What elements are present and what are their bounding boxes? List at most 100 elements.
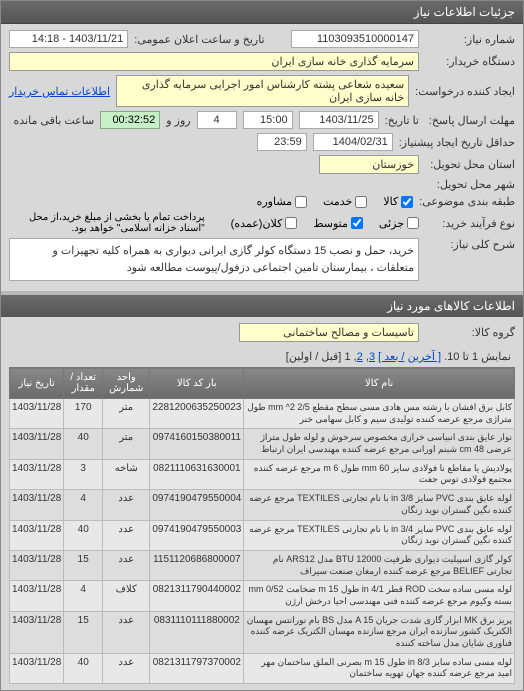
- lbl-remaining: ساعت باقی مانده: [14, 114, 95, 127]
- lbl-situation: طبقه بندی موضوعی:: [419, 195, 515, 208]
- cell-date: 1403/11/28: [10, 429, 64, 459]
- chk-medium[interactable]: متوسط: [313, 217, 363, 230]
- cell-unit: عدد: [103, 520, 150, 550]
- cell-qty: 15: [64, 611, 103, 653]
- cell-unit: شاخه: [103, 459, 150, 489]
- pagination-display: نمایش 1 تا 10.: [444, 351, 511, 363]
- cell-qty: 3: [64, 459, 103, 489]
- cell-qty: 40: [64, 520, 103, 550]
- th-barcode: بار کد کالا: [150, 368, 244, 399]
- cell-date: 1403/11/28: [10, 490, 64, 520]
- cell-qty: 15: [64, 550, 103, 580]
- field-creator: سعیده شعاعی پشته کارشناس امور اجرایی سرم…: [116, 75, 409, 107]
- cell-qty: 40: [64, 653, 103, 683]
- cell-unit: عدد: [103, 653, 150, 683]
- chk-consult-label: مشاوره: [257, 195, 292, 208]
- lbl-request-no: شماره نیاز:: [425, 33, 515, 46]
- field-days: 4: [197, 111, 237, 129]
- field-buyer-org: سرمایه گذاری خانه سازی ایران: [9, 52, 419, 71]
- th-date: تاریخ نیاز: [10, 368, 64, 399]
- cell-code: 0821311790440002: [150, 581, 244, 611]
- field-deadline-date: 1403/11/25: [299, 111, 379, 129]
- lbl-buyer-org: دستگاه خریدار:: [425, 55, 515, 68]
- table-row: لوله مسی ساده سخت ROD قطر in 4/1 طول m 1…: [10, 581, 515, 611]
- chk-consult[interactable]: مشاوره: [257, 195, 307, 208]
- page-3[interactable]: 3: [369, 351, 375, 363]
- cell-date: 1403/11/28: [10, 581, 64, 611]
- chk-goods[interactable]: کالا: [383, 195, 413, 208]
- cell-unit: کلاف: [103, 581, 150, 611]
- section-goods-header: اطلاعات کالاهای مورد نیاز: [1, 295, 523, 317]
- lbl-need-desc: شرح کلی نیاز:: [425, 238, 515, 251]
- cell-date: 1403/11/28: [10, 459, 64, 489]
- cell-date: 1403/11/28: [10, 520, 64, 550]
- cell-unit: عدد: [103, 550, 150, 580]
- page-prev-first: [قبل / اولین]: [286, 351, 342, 363]
- table-row: پریز برق MK ابزار گازی شدت جریان A 15 مد…: [10, 611, 515, 653]
- field-announce: 1403/11/21 - 14:18: [9, 30, 128, 48]
- cell-desc: لوله عایق بندی PVC سایز in 3/4 با نام تج…: [244, 520, 515, 550]
- cell-unit: عدد: [103, 490, 150, 520]
- pagination: نمایش 1 تا 10. [ آخرین / بعد ] 3, 2, 1 […: [9, 346, 515, 367]
- chk-detail[interactable]: جزئی: [379, 217, 419, 230]
- cell-qty: 40: [64, 429, 103, 459]
- cell-qty: 170: [64, 399, 103, 429]
- cell-desc: پریز برق MK ابزار گازی شدت جریان A 15 مد…: [244, 611, 515, 653]
- cell-code: 1151120686800007: [150, 550, 244, 580]
- cell-date: 1403/11/28: [10, 653, 64, 683]
- cell-code: 2281200635250023: [150, 399, 244, 429]
- cell-desc: لوله مسی ساده سخت ROD قطر in 4/1 طول m 1…: [244, 581, 515, 611]
- table-row: لوله عایق بندی PVC سایز in 3/8 با نام تج…: [10, 490, 515, 520]
- field-province: خوزستان: [319, 155, 419, 174]
- table-row: لوله مسی ساده سایز in 8/3 طول m 15 بصرنی…: [10, 653, 515, 683]
- page-next[interactable]: / بعد ]: [378, 351, 404, 363]
- cell-unit: متر: [103, 399, 150, 429]
- lbl-send-deadline: مهلت ارسال پاسخ:: [425, 114, 515, 127]
- field-remaining: 00:32:52: [100, 111, 160, 129]
- th-name: نام کالا: [244, 368, 515, 399]
- chk-bulk[interactable]: کلان(عمده): [231, 217, 298, 230]
- cell-code: 0821110631630001: [150, 459, 244, 489]
- table-row: نوار عایق بندی انبیاسی خرازی مخصوص سرخوش…: [10, 429, 515, 459]
- cell-qty: 4: [64, 490, 103, 520]
- cell-date: 1403/11/28: [10, 611, 64, 653]
- table-row: کولر گازی اسپیلیت دیواری ظرفیت BTU 12000…: [10, 550, 515, 580]
- link-contact[interactable]: اطلاعات تماس خریدار: [9, 85, 110, 98]
- cell-unit: عدد: [103, 611, 150, 653]
- chk-service[interactable]: خدمت: [323, 195, 367, 208]
- th-unit: واحد شمارش: [103, 368, 150, 399]
- chk-medium-label: متوسط: [313, 217, 348, 230]
- field-request-no: 1103093510000147: [291, 30, 419, 48]
- cell-desc: نوار عایق بندی انبیاسی خرازی مخصوص سرخوش…: [244, 429, 515, 459]
- cell-desc: لوله مسی ساده سایز in 8/3 طول m 15 بصرنی…: [244, 653, 515, 683]
- cell-code: 0974190479550004: [150, 490, 244, 520]
- lbl-create-deadline: حداقل تاریخ ایجاد پیشنیاز:: [399, 136, 515, 149]
- lbl-buy-type: نوع فرآیند خرید:: [425, 217, 515, 230]
- cell-desc: پولادیش یا مقاطع نا فولادی سایز mm 60 طو…: [244, 459, 515, 489]
- page-2[interactable]: 2: [357, 351, 363, 363]
- cell-code: 0821311797370002: [150, 653, 244, 683]
- cell-desc: کولر گازی اسپیلیت دیواری ظرفیت BTU 12000…: [244, 550, 515, 580]
- cell-unit: متر: [103, 429, 150, 459]
- lbl-creator: ایجاد کننده درخواست:: [415, 85, 515, 98]
- field-deadline-time: 15:00: [243, 111, 293, 129]
- chk-detail-label: جزئی: [379, 217, 404, 230]
- th-qty: تعداد / مقدار: [64, 368, 103, 399]
- page-last[interactable]: [ آخرین: [408, 351, 441, 363]
- page-1: 1: [344, 351, 350, 363]
- cell-code: 0974190479550003: [150, 520, 244, 550]
- lbl-province: استان محل تحویل:: [425, 158, 515, 171]
- cell-desc: کابل برق افشان با رشته مس هادی مسی سطح م…: [244, 399, 515, 429]
- lbl-goods-group: گروه کالا:: [425, 326, 515, 339]
- chk-service-label: خدمت: [323, 195, 352, 208]
- cell-date: 1403/11/28: [10, 399, 64, 429]
- cell-desc: لوله عایق بندی PVC سایز in 3/8 با نام تج…: [244, 490, 515, 520]
- cell-qty: 4: [64, 581, 103, 611]
- chk-goods-label: کالا: [383, 195, 398, 208]
- field-create-date: 1404/02/31: [313, 133, 393, 151]
- lbl-announce: تاریخ و ساعت اعلان عمومی:: [134, 33, 264, 46]
- lbl-city: شهر محل تحویل:: [425, 178, 515, 191]
- lbl-day-unit: روز و: [166, 114, 190, 127]
- table-row: پولادیش یا مقاطع نا فولادی سایز mm 60 طو…: [10, 459, 515, 489]
- field-need-desc: خرید، حمل و نصب 15 دستگاه کولر گازی ایرا…: [9, 238, 419, 281]
